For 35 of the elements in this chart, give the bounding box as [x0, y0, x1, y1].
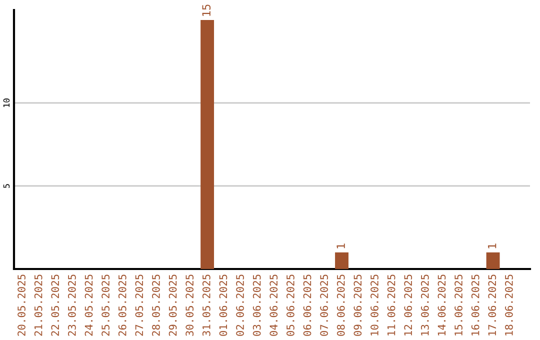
x-tick-label: 02.06.2025: [236, 274, 244, 336]
x-tick-label: 28.05.2025: [152, 274, 160, 336]
x-tick-label: 18.06.2025: [505, 274, 513, 336]
x-tick-label: 13.06.2025: [420, 274, 429, 336]
x-tick-label: 29.05.2025: [168, 274, 177, 336]
x-tick-label: 11.06.2025: [387, 274, 396, 336]
x-tick-label: 16.06.2025: [471, 274, 480, 336]
y-tick-label: 10: [3, 98, 10, 107]
x-tick-label: 06.06.2025: [303, 274, 312, 336]
x-tick-label: 03.06.2025: [252, 274, 261, 336]
x-tick-label: 04.06.2025: [270, 274, 278, 336]
x-tick-label: 09.06.2025: [354, 274, 362, 336]
x-tick-label: 07.06.2025: [320, 274, 328, 336]
x-tick-label: 14.06.2025: [438, 274, 446, 336]
x-tick-label: 15.06.2025: [454, 274, 462, 336]
x-tick-label: 05.06.2025: [286, 274, 294, 336]
x-tick-label: 26.05.2025: [118, 274, 126, 336]
x-tick-label: 10.06.2025: [370, 274, 378, 336]
x-tick-label: 25.05.2025: [102, 274, 110, 336]
x-tick-label: 23.05.2025: [68, 274, 76, 336]
data-label: 1: [488, 244, 496, 248]
x-tick-label: 24.05.2025: [84, 274, 93, 336]
data-label: 15: [202, 4, 211, 16]
x-tick-label: 30.05.2025: [186, 274, 194, 336]
x-tick-label: 08.06.2025: [336, 274, 345, 336]
x-tick-label: 27.05.2025: [135, 274, 144, 336]
y-tick-label: 5: [3, 184, 10, 188]
x-tick-label: 17.06.2025: [488, 274, 496, 336]
x-tick-label: 20.05.2025: [18, 274, 26, 336]
x-tick-label: 21.05.2025: [34, 274, 42, 336]
data-label: 1: [336, 244, 345, 248]
x-tick-label: 31.05.2025: [202, 274, 210, 336]
x-tick-label: 22.05.2025: [51, 274, 60, 336]
x-tick-label: 01.06.2025: [219, 274, 228, 336]
x-tick-label: 12.06.2025: [404, 274, 412, 336]
